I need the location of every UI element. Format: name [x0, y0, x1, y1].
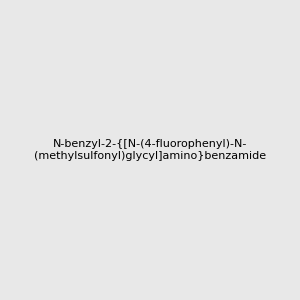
Text: N-benzyl-2-{[N-(4-fluorophenyl)-N-
(methylsulfonyl)glycyl]amino}benzamide: N-benzyl-2-{[N-(4-fluorophenyl)-N- (meth… [34, 139, 266, 161]
